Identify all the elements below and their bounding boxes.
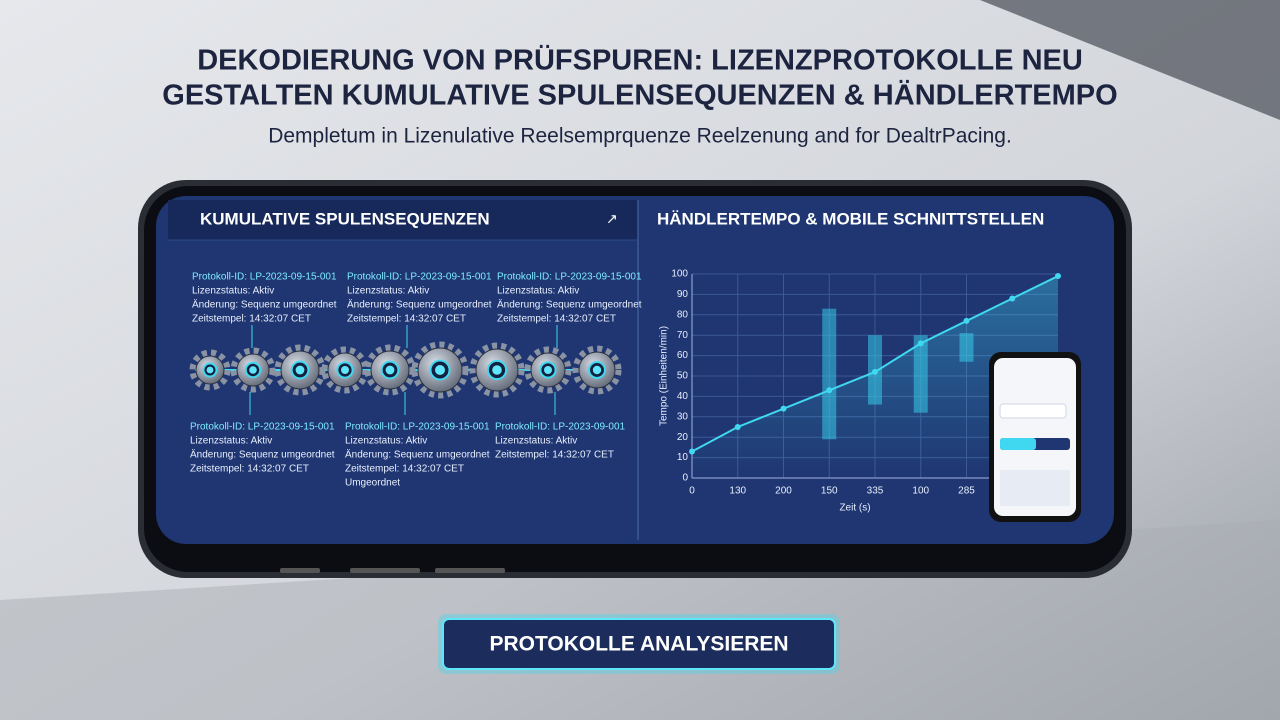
gear-light [295,365,305,375]
gear-light [492,365,502,375]
y-tick-label: 0 [682,473,688,484]
gear-chain [189,341,622,399]
card-line: Lizenzstatus: Aktiv [345,436,427,447]
card-line: Zeitstempel: 14:32:07 CET [345,464,464,475]
title: DEKODIERUNG VON PRÜFSPUREN: LIZENZPROTOK… [197,44,1083,77]
cta-label[interactable]: PROTOKOLLE ANALYSIEREN [489,633,788,656]
card-line: Protokoll-ID: LP-2023-09-15-001 [497,272,642,283]
card-line: Lizenzstatus: Aktiv [497,286,579,297]
expand-icon[interactable]: ↗ [606,211,618,227]
point [780,405,787,412]
y-tick-label: 80 [677,309,689,320]
gear-teeth [411,341,469,399]
card-line: Änderung: Sequenz umgeordnet [347,299,492,311]
card-line: Protokoll-ID: LP-2023-09-15-001 [192,272,337,283]
x-tick-label: 200 [775,486,792,497]
y-tick-label: 30 [677,411,689,422]
y-tick-label: 60 [677,350,689,361]
card-line: Protokoll-ID: LP-2023-09-15-001 [345,422,490,433]
title: GESTALTEN KUMULATIVE SPULENSEQUENZEN & H… [162,79,1117,112]
y-tick-label: 90 [677,289,689,300]
panel-header [168,200,638,240]
mini-list [1000,470,1070,506]
y-tick-label: 20 [677,432,689,443]
card-line: Zeitstempel: 14:32:07 CET [190,464,309,475]
gear-teeth [524,346,572,394]
card-line: Änderung: Sequenz umgeordnet [497,299,642,311]
card-line: Änderung: Sequenz umgeordnet [192,299,337,311]
card-line: Änderung: Sequenz umgeordnet [190,449,335,461]
card-line: Lizenzstatus: Aktiv [192,286,274,297]
gear-teeth [189,349,231,391]
phone-button [280,568,320,573]
y-tick-label: 40 [677,391,689,402]
point [689,448,695,455]
x-tick-label: 130 [729,486,746,497]
phone-button [435,568,505,573]
y-axis-label: Tempo (Einheiten/min) [659,326,670,426]
point [734,424,741,430]
panel-title: KUMULATIVE SPULENSEQUENZEN [200,209,490,228]
gear-light [341,366,349,374]
gear-teeth [469,342,525,398]
card-line: Zeitstempel: 14:32:07 CET [495,450,614,461]
gear-light [592,365,602,375]
x-tick-label: 285 [958,486,975,497]
card-line: Lizenzstatus: Aktiv [190,436,272,447]
y-tick-label: 100 [671,269,688,280]
gear-light [249,366,257,374]
gear-teeth [364,344,416,396]
gear-teeth [274,344,326,396]
point [1009,295,1016,302]
subtitle: Dempletum in Lizenulative Reelsemprquenz… [268,125,1012,148]
point [1055,273,1061,280]
x-tick-label: 335 [867,486,884,497]
shadow [980,0,1280,120]
gear-teeth [321,346,369,394]
panel-title: HÄNDLERTEMPO & MOBILE SCHNITTSTELLEN [657,209,1044,228]
phone-button [350,568,420,573]
gear-teeth [572,345,622,395]
point [826,387,833,394]
point [872,368,878,375]
point [963,317,970,324]
card-line: Protokoll-ID: LP-2023-09-001 [495,422,626,433]
area-fill [692,276,1058,478]
cards: Protokoll-ID: LP-2023-09-15-001 Lizenzsta… [190,272,642,489]
mini-field [999,403,1067,419]
gear-light [385,365,395,375]
point [917,340,924,347]
y-tick-label: 70 [677,330,689,341]
x-tick-label: 0 [689,486,695,497]
card-line: Umgeordnet [345,478,400,489]
card-line: Änderung: Sequenz umgeordnet [345,449,490,461]
chart: 0 10 20 30 40 50 60 70 80 90 100 0 130 200 150 335 100 28… [659,269,1061,514]
mini-bar [1000,438,1036,450]
cta-button[interactable] [442,618,836,670]
card-line: Lizenzstatus: Aktiv [347,286,429,297]
gear-light [206,366,214,374]
card-line: Zeitstempel: 14:32:07 CET [347,314,466,325]
gear-teeth [230,347,276,393]
x-axis-label: Zeit (s) [839,503,870,514]
gear-light [544,366,552,374]
y-tick-label: 50 [677,371,689,382]
card-line: Zeitstempel: 14:32:07 CET [497,314,616,325]
card-line: Protokoll-ID: LP-2023-09-15-001 [347,272,492,283]
y-tick-label: 10 [677,452,689,463]
x-tick-label: 100 [912,486,929,497]
card-line: Zeitstempel: 14:32:07 CET [192,314,311,325]
gear-light [435,365,445,375]
x-tick-label: 150 [821,486,838,497]
card-line: Protokoll-ID: LP-2023-09-15-001 [190,422,335,433]
card-line: Lizenzstatus: Aktiv [495,436,577,447]
